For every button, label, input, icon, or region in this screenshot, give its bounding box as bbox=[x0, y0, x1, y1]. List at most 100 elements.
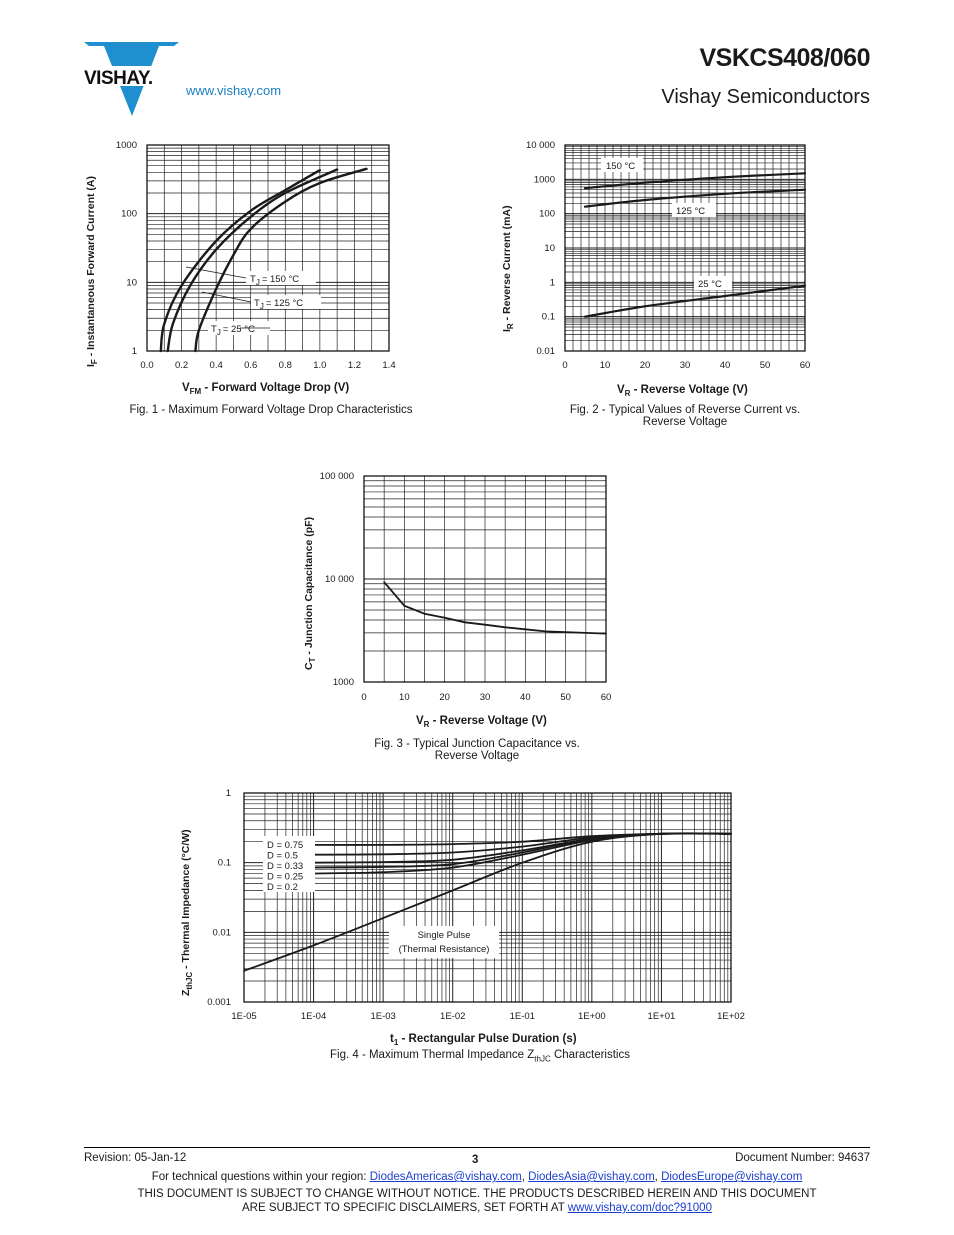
fig1-annotations: TJ = 150 °C TJ = 125 °C TJ = 25 °C bbox=[185, 266, 321, 337]
fig4-ylabel: ZthJC - Thermal Impedance (°C/W) bbox=[180, 829, 194, 996]
fig1-label-25: TJ = 25 °C bbox=[211, 324, 255, 337]
legend-item: D = 0.33 bbox=[267, 861, 303, 872]
fig2-xlabel: VR - Reverse Voltage (V) bbox=[617, 384, 748, 398]
legend-item: D = 0.25 bbox=[267, 872, 303, 883]
fig1-chart: 0.0 0.2 0.4 0.6 0.8 1.0 1.2 1.4 1 10 100 1000 TJ = 1… bbox=[85, 140, 396, 396]
single-pulse-line2: (Thermal Resistance) bbox=[399, 944, 490, 955]
y-tick-label: 1000 bbox=[534, 174, 555, 185]
y-tick-label: 0.1 bbox=[542, 312, 555, 323]
footer-divider bbox=[84, 1147, 870, 1148]
x-tick-label: 0.6 bbox=[244, 360, 257, 371]
fig2-label-125: 125 °C bbox=[676, 206, 705, 217]
fig4-caption-rest: Characteristics bbox=[550, 1049, 630, 1061]
fig1-xlabel: VFM - Forward Voltage Drop (V) bbox=[182, 382, 349, 396]
y-tick-label: 1 bbox=[550, 277, 555, 288]
fig4-legend: D = 0.75D = 0.5D = 0.33D = 0.25D = 0.2 bbox=[263, 836, 315, 893]
vishay-logo: VISHAY. bbox=[84, 42, 179, 118]
x-tick-label: 20 bbox=[640, 360, 651, 371]
fig3-chart: 0 10 20 30 40 50 60 1000 10 000 100 000 VR - Reve… bbox=[303, 471, 612, 729]
fig4-caption-main: Fig. 4 - Maximum Thermal Impedance Z bbox=[330, 1049, 535, 1061]
y-tick-label: 1000 bbox=[116, 140, 137, 151]
fig3-ylabel: CT - Junction Capacitance (pF) bbox=[303, 517, 317, 670]
footer-revision: Revision: 05-Jan-12 bbox=[84, 1152, 187, 1164]
x-tick-label: 60 bbox=[601, 692, 612, 703]
y-tick-label: 10 000 bbox=[526, 140, 555, 151]
tech-questions-text: For technical questions within your regi… bbox=[151, 1171, 370, 1183]
x-tick-label: 1.0 bbox=[313, 360, 326, 371]
y-tick-label: 10 bbox=[544, 243, 555, 254]
part-number: VSKCS408/060 bbox=[699, 44, 870, 72]
y-tick-label: 0.1 bbox=[218, 858, 231, 869]
fig1-series-2 bbox=[194, 167, 368, 353]
x-tick-label: 0.4 bbox=[210, 360, 223, 371]
fig2-chart: 0 10 20 30 40 50 60 0.01 0.1 1 10 100 1000 10 000 150… bbox=[501, 140, 811, 398]
fig2-label-25: 25 °C bbox=[698, 279, 722, 290]
fig1-label-150: TJ = 150 °C bbox=[250, 274, 299, 287]
email-europe-link[interactable]: DiodesEurope@vishay.com bbox=[661, 1171, 803, 1183]
x-tick-label: 1E+00 bbox=[578, 1011, 606, 1022]
y-tick-label: 0.01 bbox=[537, 346, 556, 357]
x-tick-label: 1E-03 bbox=[370, 1011, 395, 1022]
x-tick-label: 1E+02 bbox=[717, 1011, 745, 1022]
x-tick-label: 1E-04 bbox=[301, 1011, 326, 1022]
sep-2: , bbox=[654, 1171, 662, 1183]
email-americas-link[interactable]: DiodesAmericas@vishay.com bbox=[369, 1171, 522, 1183]
x-tick-label: 10 bbox=[600, 360, 611, 371]
x-tick-label: 1E-05 bbox=[231, 1011, 256, 1022]
x-tick-label: 1E-01 bbox=[510, 1011, 535, 1022]
fig4-series-5 bbox=[243, 832, 732, 972]
x-tick-label: 0 bbox=[361, 692, 366, 703]
y-tick-label: 0.01 bbox=[213, 927, 232, 938]
x-tick-label: 40 bbox=[520, 692, 531, 703]
fig2-series-0 bbox=[583, 172, 807, 190]
email-asia-link[interactable]: DiodesAsia@vishay.com bbox=[528, 1171, 655, 1183]
legend-item: D = 0.75 bbox=[267, 840, 303, 851]
fig4-chart: 1E-05 1E-04 1E-03 1E-02 1E-01 1E+00 1E+01 1E+02… bbox=[180, 788, 745, 1047]
x-tick-label: 30 bbox=[680, 360, 691, 371]
fig2-label-150: 150 °C bbox=[606, 161, 635, 172]
footer-notice-1: THIS DOCUMENT IS SUBJECT TO CHANGE WITHO… bbox=[137, 1188, 817, 1200]
x-tick-label: 60 bbox=[800, 360, 811, 371]
fig4-xlabel: t1 - Rectangular Pulse Duration (s) bbox=[390, 1033, 577, 1047]
fig2-caption-line2: Reverse Voltage bbox=[642, 416, 728, 428]
footer-page-number: 3 bbox=[472, 1154, 479, 1166]
x-tick-label: 1.2 bbox=[348, 360, 361, 371]
y-tick-label: 10 000 bbox=[325, 574, 354, 585]
website-link[interactable]: www.vishay.com bbox=[186, 83, 282, 98]
y-tick-label: 1000 bbox=[333, 677, 354, 688]
legend-item: D = 0.2 bbox=[267, 882, 298, 893]
x-tick-label: 30 bbox=[480, 692, 491, 703]
sep-1: , bbox=[521, 1171, 529, 1183]
fig3-caption-line2: Reverse Voltage bbox=[434, 750, 520, 762]
fig3-caption-line1: Fig. 3 - Typical Junction Capacitance vs… bbox=[374, 738, 580, 750]
fig1-caption: Fig. 1 - Maximum Forward Voltage Drop Ch… bbox=[129, 404, 413, 416]
company-name: Vishay Semiconductors bbox=[661, 86, 870, 108]
fig2-annotations: 150 °C 125 °C 25 °C bbox=[601, 158, 732, 290]
fig1-series-1 bbox=[166, 168, 339, 353]
fig1-series-0 bbox=[159, 169, 322, 353]
x-tick-label: 40 bbox=[720, 360, 731, 371]
y-tick-label: 100 bbox=[539, 209, 555, 220]
x-tick-label: 1E+01 bbox=[648, 1011, 676, 1022]
fig4-caption-sub: thJC bbox=[534, 1054, 551, 1064]
x-tick-label: 50 bbox=[560, 692, 571, 703]
fig2-series-2 bbox=[583, 284, 807, 318]
footer-notice-2: ARE SUBJECT TO SPECIFIC DISCLAIMERS, SET… bbox=[0, 1202, 954, 1214]
x-tick-label: 0.2 bbox=[175, 360, 188, 371]
fig1-label-125: TJ = 125 °C bbox=[254, 298, 303, 311]
y-tick-label: 1 bbox=[132, 346, 137, 357]
logo-text: VISHAY. bbox=[84, 68, 153, 89]
x-tick-label: 1E-02 bbox=[440, 1011, 465, 1022]
fig2-ylabel: IR - Reverse Current (mA) bbox=[501, 205, 515, 332]
x-tick-label: 20 bbox=[439, 692, 450, 703]
y-tick-label: 1 bbox=[226, 788, 231, 799]
x-tick-label: 0.8 bbox=[279, 360, 292, 371]
notice-2-text: ARE SUBJECT TO SPECIFIC DISCLAIMERS, SET… bbox=[242, 1202, 568, 1214]
fig3-xlabel: VR - Reverse Voltage (V) bbox=[416, 715, 547, 729]
x-tick-label: 0 bbox=[562, 360, 567, 371]
fig2-caption-line1: Fig. 2 - Typical Values of Reverse Curre… bbox=[569, 404, 801, 416]
disclaimer-link[interactable]: www.vishay.com/doc?91000 bbox=[567, 1202, 712, 1214]
x-tick-label: 0.0 bbox=[140, 360, 153, 371]
x-tick-label: 10 bbox=[399, 692, 410, 703]
footer-contacts: For technical questions within your regi… bbox=[0, 1171, 954, 1183]
